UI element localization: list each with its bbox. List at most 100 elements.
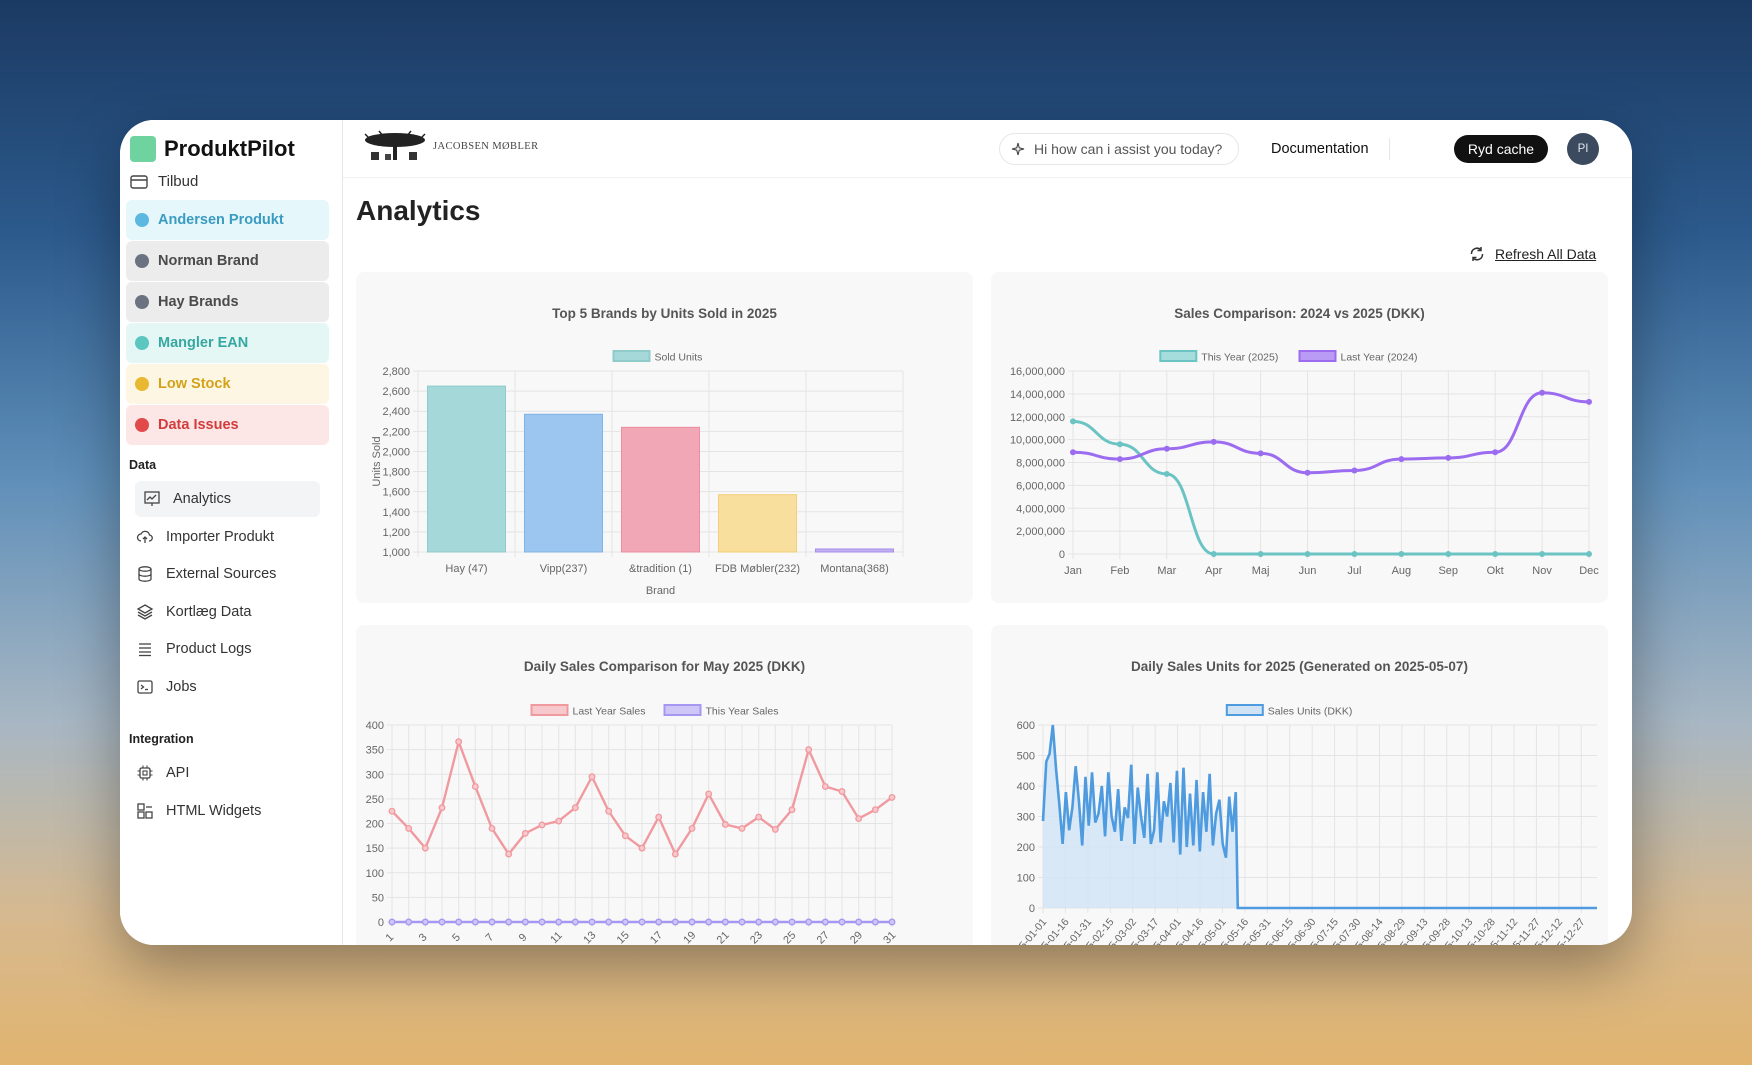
data-point[interactable] — [788, 806, 796, 814]
data-point[interactable] — [821, 918, 829, 926]
filter-badge-data-issues[interactable]: Data Issues — [126, 405, 329, 445]
sidebar-item-api[interactable]: API — [136, 755, 321, 791]
data-point[interactable] — [1492, 449, 1499, 456]
data-point[interactable] — [388, 807, 396, 815]
data-point[interactable] — [588, 918, 596, 926]
data-point[interactable] — [538, 821, 546, 829]
data-point[interactable] — [1586, 398, 1592, 405]
data-point[interactable] — [705, 790, 713, 798]
data-point[interactable] — [1163, 470, 1170, 477]
data-point[interactable] — [555, 918, 563, 926]
data-point[interactable] — [821, 783, 829, 791]
documentation-link[interactable]: Documentation — [1271, 141, 1369, 157]
data-point[interactable] — [638, 844, 646, 852]
bar[interactable] — [524, 413, 603, 553]
filter-badge-mangler-ean[interactable]: Mangler EAN — [126, 323, 329, 363]
data-point[interactable] — [1492, 551, 1499, 557]
data-point[interactable] — [855, 918, 863, 926]
data-point[interactable] — [405, 824, 413, 832]
app-brand[interactable]: ProduktPilot — [130, 136, 295, 162]
data-point[interactable] — [455, 918, 463, 926]
sidebar-item-html-widgets[interactable]: HTML Widgets — [136, 793, 321, 829]
data-point[interactable] — [838, 788, 846, 795]
data-point[interactable] — [888, 793, 896, 801]
sidebar-item-product-logs[interactable]: Product Logs — [136, 631, 321, 667]
legend-item[interactable]: Sales Units (DKK) — [1225, 704, 1353, 718]
data-point[interactable] — [388, 918, 396, 926]
refresh-all-data-button[interactable]: Refresh All Data — [1468, 245, 1596, 263]
data-point[interactable] — [871, 806, 879, 814]
filter-badge-hay-brands[interactable]: Hay Brands — [126, 282, 329, 322]
data-point[interactable] — [571, 804, 579, 812]
data-point[interactable] — [505, 918, 513, 926]
data-point[interactable] — [1398, 551, 1405, 557]
bar[interactable] — [815, 548, 894, 553]
data-point[interactable] — [755, 918, 763, 926]
assistant-input[interactable]: Hi how can i assist you today? — [999, 133, 1239, 165]
data-point[interactable] — [771, 918, 779, 926]
data-point[interactable] — [788, 918, 796, 926]
sidebar-item-importer-produkt[interactable]: Importer Produkt — [136, 519, 321, 555]
filter-badge-norman-brand[interactable]: Norman Brand — [126, 241, 329, 281]
data-point[interactable] — [421, 844, 429, 852]
sidebar-item-tilbud[interactable]: Tilbud — [130, 173, 198, 190]
data-point[interactable] — [738, 824, 746, 832]
data-point[interactable] — [521, 829, 529, 837]
data-point[interactable] — [1070, 449, 1076, 456]
data-point[interactable] — [1539, 551, 1546, 557]
data-point[interactable] — [505, 850, 513, 858]
data-point[interactable] — [488, 824, 496, 832]
data-point[interactable] — [455, 738, 463, 746]
data-point[interactable] — [538, 918, 546, 926]
data-point[interactable] — [588, 773, 596, 781]
data-point[interactable] — [855, 815, 863, 823]
data-point[interactable] — [655, 918, 663, 926]
data-point[interactable] — [1116, 456, 1123, 463]
data-point[interactable] — [1445, 454, 1452, 461]
data-point[interactable] — [655, 813, 663, 821]
data-point[interactable] — [805, 918, 813, 926]
filter-badge-andersen-produkt[interactable]: Andersen Produkt — [126, 200, 329, 240]
data-point[interactable] — [638, 918, 646, 926]
sidebar-item-kortlæg-data[interactable]: Kortlæg Data — [136, 594, 321, 630]
data-point[interactable] — [671, 918, 679, 926]
data-point[interactable] — [438, 918, 446, 926]
data-point[interactable] — [1116, 441, 1123, 448]
data-point[interactable] — [471, 918, 479, 926]
data-point[interactable] — [571, 918, 579, 926]
sidebar-item-analytics[interactable]: Analytics — [135, 481, 320, 517]
data-point[interactable] — [1304, 551, 1311, 557]
bar[interactable] — [621, 426, 700, 553]
data-point[interactable] — [1163, 445, 1170, 452]
data-point[interactable] — [438, 804, 446, 812]
data-point[interactable] — [805, 746, 813, 754]
data-point[interactable] — [1539, 389, 1546, 396]
data-point[interactable] — [755, 813, 763, 821]
data-point[interactable] — [721, 821, 729, 828]
legend-item[interactable]: This Year (2025) — [1159, 350, 1278, 364]
data-point[interactable] — [838, 918, 846, 926]
data-point[interactable] — [1070, 418, 1076, 425]
data-point[interactable] — [488, 918, 496, 926]
data-point[interactable] — [1210, 438, 1217, 445]
data-point[interactable] — [621, 918, 629, 926]
data-point[interactable] — [871, 918, 879, 926]
legend-item[interactable]: Last Year Sales — [530, 704, 646, 718]
data-point[interactable] — [1398, 456, 1405, 463]
data-point[interactable] — [1445, 551, 1452, 557]
company-logo[interactable]: JACOBSEN MØBLER — [363, 130, 538, 162]
data-point[interactable] — [705, 918, 713, 926]
sidebar-item-external-sources[interactable]: External Sources — [136, 556, 321, 592]
data-point[interactable] — [421, 918, 429, 926]
data-point[interactable] — [1210, 551, 1217, 557]
data-point[interactable] — [1586, 551, 1592, 557]
data-point[interactable] — [1351, 551, 1358, 557]
bar[interactable] — [427, 385, 506, 553]
data-point[interactable] — [1304, 469, 1311, 476]
data-point[interactable] — [555, 817, 563, 825]
data-point[interactable] — [888, 918, 896, 926]
legend-item[interactable]: This Year Sales — [663, 704, 779, 718]
data-point[interactable] — [521, 918, 529, 926]
clear-cache-button[interactable]: Ryd cache — [1454, 135, 1548, 163]
data-point[interactable] — [1257, 551, 1264, 557]
